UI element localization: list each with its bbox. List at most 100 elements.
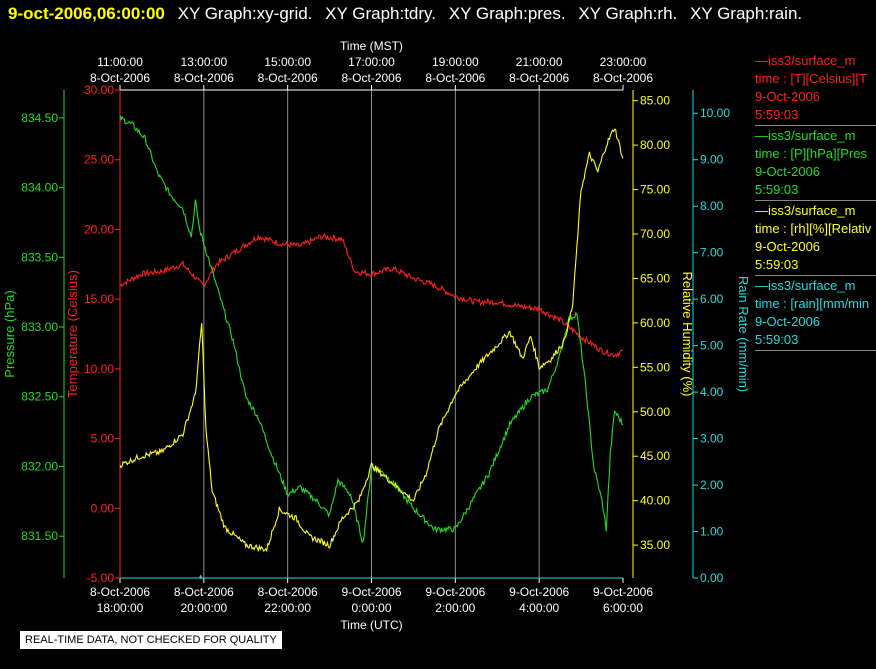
bottom-tick-label-time: 4:00:00 [519,601,559,615]
bottom-tick-label-date: 9-Oct-2006 [593,585,653,599]
legend-field: time : [rain][mm/min [755,296,870,311]
temperature-axis-title: Temperature (Celsius) [65,270,80,398]
bottom-tick-label-date: 9-Oct-2006 [425,585,485,599]
top-tick-label-time: 13:00:00 [180,55,227,69]
legend-date: 9-Oct-2006 [755,239,821,254]
rh-tick-label: 75.00 [640,183,670,197]
pressure-axis-title: Pressure (hPa) [2,290,17,377]
top-tick-label-time: 21:00:00 [516,55,563,69]
rain-tick-label: 10.00 [700,106,730,120]
rain-tick-label: 2.00 [700,478,724,492]
pressure-tick-label: 833.50 [21,250,58,264]
series-line-pressure [119,115,624,543]
bottom-tick-label-date: 9-Oct-2006 [341,585,401,599]
top-tick-label-date: 8-Oct-2006 [341,71,401,85]
plot-label-xy-grid[interactable]: XY Graph:xy-grid. [177,4,313,23]
top-axis-title: Time (MST) [340,39,403,53]
pressure-tick-label: 834.00 [21,181,58,195]
rain-tick-label: 8.00 [700,199,724,213]
temperature-tick-label: 0.00 [91,501,115,515]
bottom-tick-label-time: 22:00:00 [264,601,311,615]
top-tick-label-time: 23:00:00 [600,55,647,69]
pressure-tick-label: 834.50 [21,111,58,125]
bottom-tick-label-time: 18:00:00 [97,601,144,615]
top-tick-label-time: 19:00:00 [432,55,479,69]
bottom-tick-label-date: 9-Oct-2006 [509,585,569,599]
rain-tick-label: 4.00 [700,385,724,399]
temperature-tick-label: -5.00 [87,571,115,585]
rh-axis-title: Relative Humidity (%) [680,272,695,397]
legend-entry-rh[interactable]: —iss3/surface_m time : [rh][%][Relativ 9… [755,202,876,276]
rh-tick-label: 45.00 [640,449,670,463]
legend-time: 5:59:03 [755,182,799,197]
pressure-tick-label: 833.00 [21,320,58,334]
legend-date: 9-Oct-2006 [755,89,821,104]
quality-note: REAL-TIME DATA, NOT CHECKED FOR QUALITY [20,631,282,649]
legend-time: 5:59:03 [755,332,799,347]
top-tick-label-date: 8-Oct-2006 [509,71,569,85]
rain-tick-label: 0.00 [700,571,724,585]
legend-series: —iss3/surface_m [755,203,856,218]
bottom-axis-title: Time (UTC) [340,618,402,632]
rh-tick-label: 35.00 [640,538,670,552]
rh-tick-label: 60.00 [640,316,670,330]
plot-label-rh[interactable]: XY Graph:rh. [578,4,678,23]
rh-tick-label: 85.00 [640,94,670,108]
bottom-tick-label-date: 8-Oct-2006 [90,585,150,599]
bottom-tick-label-time: 0:00:00 [351,601,391,615]
top-tick-label-date: 8-Oct-2006 [425,71,485,85]
legend: —iss3/surface_m time : [T][Celsius][T 9-… [755,52,876,352]
plot-label-tdry[interactable]: XY Graph:tdry. [325,4,437,23]
plot-label-rain[interactable]: XY Graph:rain. [689,4,803,23]
rain-tick-label: 6.00 [700,292,724,306]
rain-tick-label: 1.00 [700,525,724,539]
temperature-tick-label: 25.00 [84,153,114,167]
plot-label-pres[interactable]: XY Graph:pres. [448,4,566,23]
legend-field: time : [P][hPa][Pres [755,146,867,161]
legend-series: —iss3/surface_m [755,278,856,293]
rh-tick-label: 55.00 [640,360,670,374]
legend-date: 9-Oct-2006 [755,164,821,179]
top-tick-label-date: 8-Oct-2006 [174,71,234,85]
bottom-tick-label-time: 6:00:00 [603,601,643,615]
top-tick-label-date: 8-Oct-2006 [90,71,150,85]
legend-date: 9-Oct-2006 [755,314,821,329]
legend-time: 5:59:03 [755,107,799,122]
legend-entry-temperature[interactable]: —iss3/surface_m time : [T][Celsius][T 9-… [755,52,876,126]
temperature-tick-label: 15.00 [84,292,114,306]
top-tick-label-time: 15:00:00 [264,55,311,69]
legend-entry-pressure[interactable]: —iss3/surface_m time : [P][hPa][Pres 9-O… [755,127,876,201]
temperature-tick-label: 20.00 [84,222,114,236]
bottom-tick-label-time: 2:00:00 [435,601,475,615]
pressure-tick-label: 832.50 [21,390,58,404]
rain-tick-label: 9.00 [700,153,724,167]
legend-series: —iss3/surface_m [755,53,856,68]
top-tick-label-date: 8-Oct-2006 [258,71,318,85]
temperature-tick-label: 30.00 [84,83,114,97]
temperature-tick-label: 5.00 [91,432,115,446]
rh-tick-label: 80.00 [640,138,670,152]
legend-series: —iss3/surface_m [755,128,856,143]
rain-axis-title: Rain Rate (mm/min) [736,276,751,392]
temperature-tick-label: 10.00 [84,362,114,376]
rain-tick-label: 5.00 [700,339,724,353]
series-line-temperature [119,232,624,358]
bottom-tick-label-date: 8-Oct-2006 [258,585,318,599]
title-bar: 9-oct-2006,06:00:00 XY Graph:xy-grid. XY… [8,4,802,24]
rh-tick-label: 70.00 [640,227,670,241]
rain-tick-label: 3.00 [700,432,724,446]
bottom-tick-label-time: 20:00:00 [180,601,227,615]
rh-tick-label: 40.00 [640,494,670,508]
top-tick-label-time: 11:00:00 [97,55,143,69]
legend-field: time : [T][Celsius][T [755,71,867,86]
top-tick-label-date: 8-Oct-2006 [593,71,653,85]
legend-field: time : [rh][%][Relativ [755,221,872,236]
top-tick-label-time: 17:00:00 [348,55,395,69]
series-line-rh [119,128,624,553]
date-label: 9-oct-2006,06:00:00 [8,4,165,23]
bottom-tick-label-date: 8-Oct-2006 [174,585,234,599]
legend-entry-rain[interactable]: —iss3/surface_m time : [rain][mm/min 9-O… [755,277,876,351]
rh-tick-label: 50.00 [640,405,670,419]
series-line-rain [120,574,623,579]
